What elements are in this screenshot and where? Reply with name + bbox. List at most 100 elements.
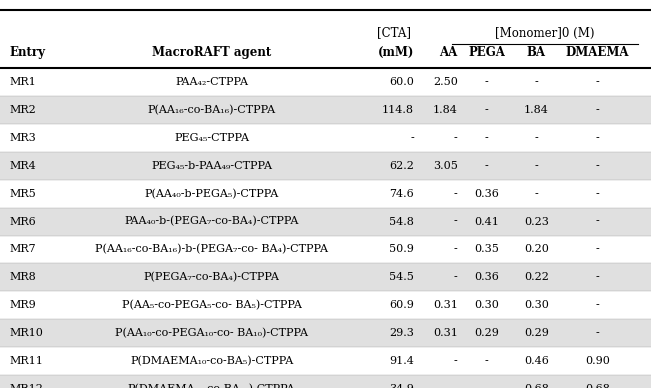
Text: -: - [485, 105, 488, 115]
Text: -: - [454, 217, 458, 227]
Text: 62.2: 62.2 [389, 161, 414, 171]
Bar [0, 319, 651, 347]
Text: 0.68: 0.68 [585, 384, 610, 388]
Text: -: - [454, 272, 458, 282]
Bar [0, 96, 651, 124]
Text: 91.4: 91.4 [389, 356, 414, 366]
Text: -: - [596, 300, 600, 310]
Text: 29.3: 29.3 [389, 328, 414, 338]
Text: -: - [410, 133, 414, 143]
Text: 0.68: 0.68 [524, 384, 549, 388]
Bar [0, 263, 651, 291]
Text: P(AA₄₀-b-PEGA₅)-CTPPA: P(AA₄₀-b-PEGA₅)-CTPPA [145, 189, 279, 199]
Text: -: - [485, 356, 488, 366]
Text: -: - [596, 77, 600, 87]
Text: 50.9: 50.9 [389, 244, 414, 255]
Text: 0.29: 0.29 [524, 328, 549, 338]
Text: -: - [596, 217, 600, 227]
Bar [0, 180, 651, 208]
Text: P(AA₁₀-co-PEGA₁₀-co- BA₁₀)-CTPPA: P(AA₁₀-co-PEGA₁₀-co- BA₁₀)-CTPPA [115, 328, 308, 338]
Bar [0, 236, 651, 263]
Text: PAA₄₀-b-(PEGA₇-co-BA₄)-CTPPA: PAA₄₀-b-(PEGA₇-co-BA₄)-CTPPA [124, 217, 299, 227]
Text: 1.84: 1.84 [524, 105, 549, 115]
Text: -: - [596, 161, 600, 171]
Bar [0, 208, 651, 236]
Text: 0.30: 0.30 [474, 300, 499, 310]
Text: MR3: MR3 [10, 133, 36, 143]
Text: P(DMAEMA₁₀-co-BA₅)-CTPPA: P(DMAEMA₁₀-co-BA₅)-CTPPA [130, 356, 293, 366]
Text: 54.5: 54.5 [389, 272, 414, 282]
Text: P(DMAEMA₂₀-co-BA₂₀)-CTPPA: P(DMAEMA₂₀-co-BA₂₀)-CTPPA [128, 384, 296, 388]
Text: 0.22: 0.22 [524, 272, 549, 282]
Text: 0.20: 0.20 [524, 244, 549, 255]
Text: PEG₄₅-CTPPA: PEG₄₅-CTPPA [174, 133, 249, 143]
Text: -: - [596, 244, 600, 255]
Text: P(AA₅-co-PEGA₅-co- BA₅)-CTPPA: P(AA₅-co-PEGA₅-co- BA₅)-CTPPA [122, 300, 301, 310]
Text: BA: BA [527, 46, 546, 59]
Text: MR9: MR9 [10, 300, 36, 310]
Text: 2.50: 2.50 [433, 77, 458, 87]
Text: 54.8: 54.8 [389, 217, 414, 227]
Text: P(AA₁₆-co-BA₁₆)-CTPPA: P(AA₁₆-co-BA₁₆)-CTPPA [148, 105, 275, 115]
Text: 3.05: 3.05 [433, 161, 458, 171]
Text: MR12: MR12 [10, 384, 44, 388]
Text: PEGA: PEGA [468, 46, 505, 59]
Text: -: - [596, 133, 600, 143]
Text: -: - [534, 189, 538, 199]
Text: -: - [454, 189, 458, 199]
Text: MR11: MR11 [10, 356, 44, 366]
Bar [0, 375, 651, 388]
Text: MacroRAFT agent: MacroRAFT agent [152, 46, 271, 59]
Text: 0.30: 0.30 [524, 300, 549, 310]
Text: 0.23: 0.23 [524, 217, 549, 227]
Bar [0, 68, 651, 96]
Text: -: - [534, 77, 538, 87]
Text: 0.31: 0.31 [433, 300, 458, 310]
Text: -: - [454, 384, 458, 388]
Text: P(PEGA₇-co-BA₄)-CTPPA: P(PEGA₇-co-BA₄)-CTPPA [144, 272, 279, 282]
Text: [Monomer]0 (M): [Monomer]0 (M) [495, 26, 595, 40]
Text: DMAEMA: DMAEMA [566, 46, 630, 59]
Bar [0, 291, 651, 319]
Text: 1.84: 1.84 [433, 105, 458, 115]
Text: MR7: MR7 [10, 244, 36, 255]
Text: -: - [534, 161, 538, 171]
Text: -: - [485, 384, 488, 388]
Text: 74.6: 74.6 [389, 189, 414, 199]
Text: MR4: MR4 [10, 161, 36, 171]
Text: 0.36: 0.36 [474, 272, 499, 282]
Text: 114.8: 114.8 [382, 105, 414, 115]
Text: AA: AA [439, 46, 458, 59]
Text: MR10: MR10 [10, 328, 44, 338]
Text: 34.9: 34.9 [389, 384, 414, 388]
Text: [CTA]: [CTA] [377, 26, 411, 40]
Text: 60.9: 60.9 [389, 300, 414, 310]
Text: 0.31: 0.31 [433, 328, 458, 338]
Text: 0.41: 0.41 [474, 217, 499, 227]
Text: -: - [485, 133, 488, 143]
Text: MR8: MR8 [10, 272, 36, 282]
Bar [0, 347, 651, 375]
Text: -: - [596, 105, 600, 115]
Text: -: - [596, 328, 600, 338]
Text: MR1: MR1 [10, 77, 36, 87]
Text: 0.46: 0.46 [524, 356, 549, 366]
Text: -: - [454, 244, 458, 255]
Text: MR6: MR6 [10, 217, 36, 227]
Text: -: - [596, 189, 600, 199]
Text: MR5: MR5 [10, 189, 36, 199]
Text: -: - [454, 133, 458, 143]
Text: -: - [485, 77, 488, 87]
Text: 0.35: 0.35 [474, 244, 499, 255]
Text: 0.36: 0.36 [474, 189, 499, 199]
Text: Entry: Entry [10, 46, 46, 59]
Text: 60.0: 60.0 [389, 77, 414, 87]
Text: -: - [485, 161, 488, 171]
Text: MR2: MR2 [10, 105, 36, 115]
Text: PEG₄₅-b-PAA₄₉-CTPPA: PEG₄₅-b-PAA₄₉-CTPPA [151, 161, 272, 171]
Text: -: - [534, 133, 538, 143]
Text: (mM): (mM) [378, 46, 414, 59]
Bar [0, 152, 651, 180]
Text: P(AA₁₆-co-BA₁₆)-b-(PEGA₇-co- BA₄)-CTPPA: P(AA₁₆-co-BA₁₆)-b-(PEGA₇-co- BA₄)-CTPPA [95, 244, 328, 255]
Text: PAA₄₂-CTPPA: PAA₄₂-CTPPA [175, 77, 248, 87]
